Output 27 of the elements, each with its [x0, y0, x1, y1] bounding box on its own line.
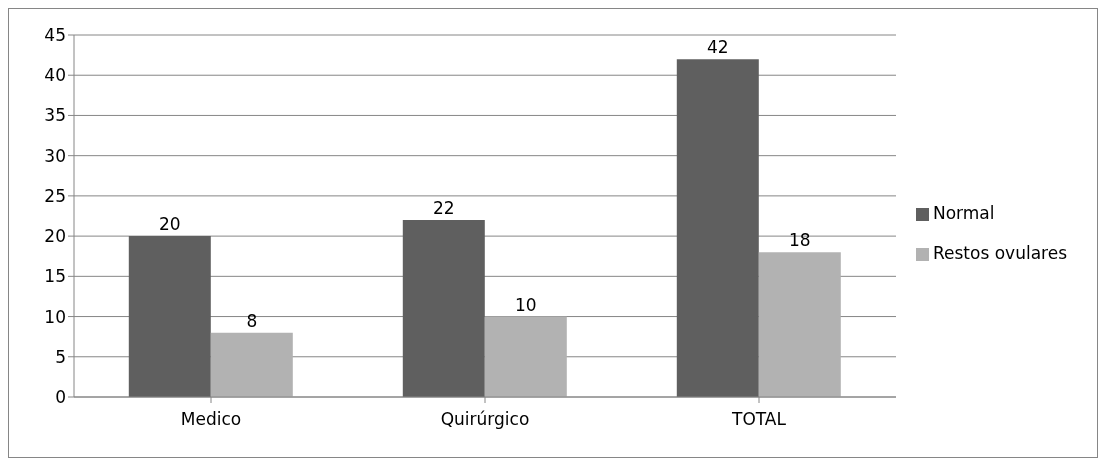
bar	[676, 59, 759, 397]
y-tick-label: 10	[44, 306, 66, 327]
data-label: 22	[432, 198, 455, 219]
y-tick-label: 35	[44, 105, 66, 126]
data-label: 20	[158, 214, 181, 235]
y-tick-label: 30	[44, 145, 66, 166]
bar	[128, 236, 211, 397]
x-tick-label: TOTAL	[731, 409, 787, 430]
y-tick-label: 40	[44, 65, 66, 86]
y-tick-label: 20	[44, 226, 66, 247]
legend-label: Normal	[933, 203, 995, 223]
data-label: 42	[706, 37, 729, 58]
y-tick-label: 45	[44, 25, 66, 46]
bar	[484, 316, 567, 397]
y-tick-label: 5	[55, 346, 66, 367]
bar	[210, 332, 293, 397]
y-tick-label: 15	[44, 266, 66, 287]
data-label: 8	[246, 310, 258, 331]
data-label: 18	[788, 230, 811, 251]
bar	[402, 220, 485, 397]
bar	[758, 252, 841, 397]
y-tick-label: 0	[55, 387, 66, 408]
data-label: 10	[514, 294, 537, 315]
x-tick-label: Quirúrgico	[440, 409, 530, 430]
legend-label: Restos ovulares	[933, 243, 1067, 263]
y-tick-label: 25	[44, 185, 66, 206]
x-tick-label: Medico	[180, 409, 242, 430]
